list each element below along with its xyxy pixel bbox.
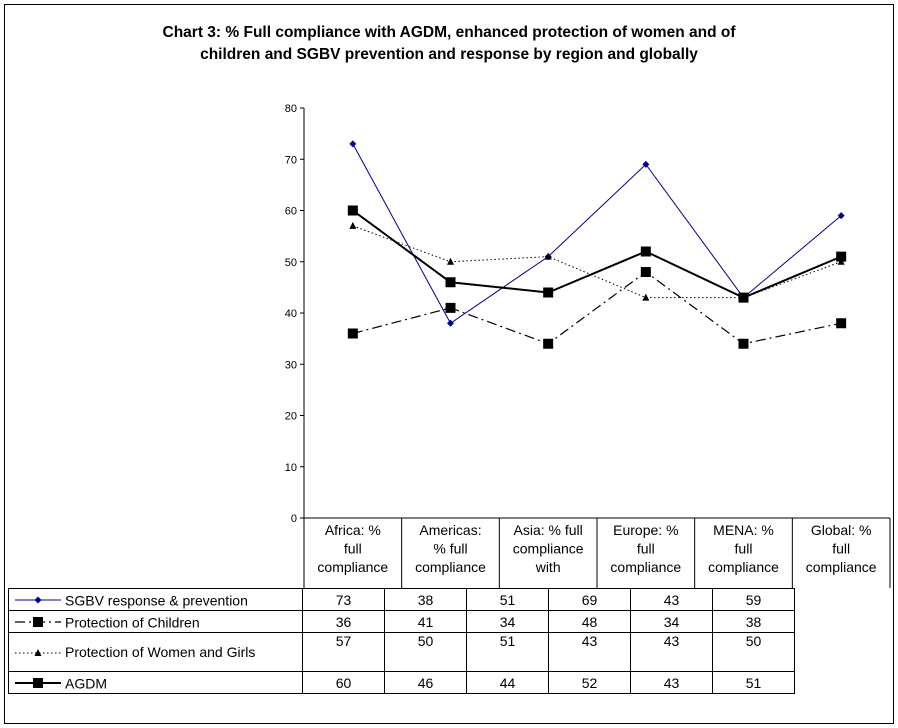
table-row: SGBV response & prevention 73 38 51 69 43 59 [8, 588, 795, 611]
data-label: 43 [548, 632, 631, 672]
data-point [447, 319, 454, 327]
data-point [544, 252, 552, 260]
data-point [445, 277, 456, 288]
x-tick-label: full [344, 541, 362, 557]
data-label: 44 [466, 671, 549, 694]
data-label: 69 [548, 588, 631, 611]
chart-title: Chart 3: % Full compliance with AGDM, en… [40, 22, 858, 66]
legend-entry: AGDM [8, 671, 303, 694]
table-row: Protection of Women and Girls 57 50 51 43 43 5… [8, 632, 795, 672]
x-tick-label: compliance [415, 559, 486, 575]
data-point [445, 302, 456, 313]
legend-entry: Protection of Women and Girls [8, 632, 303, 672]
data-point [447, 257, 454, 265]
x-tick-label: MENA: % [713, 522, 774, 538]
legend-entry: Protection of Children [8, 610, 303, 633]
y-tick-label: 40 [285, 308, 297, 320]
data-label: 51 [466, 588, 549, 611]
y-tick-label: 60 [285, 206, 297, 218]
data-label: 60 [302, 671, 385, 694]
x-tick-label: full [735, 541, 753, 557]
data-label: 50 [712, 632, 795, 672]
data-label: 36 [302, 610, 385, 633]
data-point [349, 221, 357, 229]
legend-label: Protection of Women and Girls [65, 643, 256, 660]
legend-swatch [11, 594, 65, 606]
x-tick-label: compliance [513, 541, 584, 557]
y-tick-label: 70 [285, 154, 297, 166]
data-point [837, 212, 845, 220]
table-row: Protection of Children 36 41 34 48 34 38 [8, 610, 795, 633]
x-tick-label: % full [433, 541, 467, 557]
x-tick-label: Europe: % [613, 522, 678, 538]
x-tick-label: Americas: [419, 522, 481, 538]
y-tick-label: 10 [285, 462, 297, 474]
legend-label: Protection of Children [65, 614, 200, 631]
x-tick-label: compliance [806, 559, 877, 575]
data-point [642, 293, 650, 301]
data-label: 34 [630, 610, 713, 633]
data-label: 43 [630, 588, 713, 611]
data-point [640, 246, 651, 257]
x-tick-label: compliance [317, 559, 388, 575]
chart-plot: 0 10 20 30 40 50 60 70 80 Africa: % full compliance… [285, 103, 891, 588]
data-label: 38 [712, 610, 795, 633]
chart-title-line-2: children and SGBV prevention and respons… [200, 46, 698, 63]
data-point [738, 292, 749, 303]
legend-label: AGDM [65, 675, 107, 692]
chart-title-line-1: Chart 3: % Full compliance with AGDM, en… [162, 24, 736, 41]
data-label: 46 [384, 671, 467, 694]
series-line [352, 271, 842, 345]
chart-frame [4, 4, 894, 724]
y-tick-label: 30 [285, 359, 297, 371]
x-tick-label: with [535, 559, 561, 575]
data-label: 34 [466, 610, 549, 633]
data-table: SGBV response & prevention 73 38 51 69 43 59 Pr… [8, 588, 795, 694]
data-label: 50 [384, 632, 467, 672]
y-tick-label: 0 [291, 513, 297, 525]
data-label: 43 [630, 632, 713, 672]
data-label: 59 [712, 588, 795, 611]
legend-label: SGBV response & prevention [65, 592, 248, 609]
data-label: 43 [630, 671, 713, 694]
data-label: 57 [302, 632, 385, 672]
legend-swatch [11, 616, 65, 628]
data-point [836, 318, 847, 329]
x-tick-label: full [637, 541, 655, 557]
data-label: 51 [712, 671, 795, 694]
x-tick-label: Global: % [811, 522, 872, 538]
data-point [543, 287, 554, 298]
data-label: 38 [384, 588, 467, 611]
data-point [642, 160, 650, 168]
x-tick-label: compliance [610, 559, 681, 575]
data-label: 48 [548, 610, 631, 633]
y-tick-label: 20 [285, 411, 297, 423]
legend-entry: SGBV response & prevention [8, 588, 303, 611]
data-point [349, 140, 357, 148]
legend-swatch [11, 647, 65, 659]
y-tick-label: 80 [285, 103, 297, 115]
series-line [352, 209, 842, 299]
legend-swatch [11, 677, 65, 689]
data-point [347, 205, 358, 216]
data-point [738, 338, 749, 349]
table-row: AGDM 60 46 44 52 43 51 [8, 671, 795, 694]
series-line [352, 143, 842, 324]
data-point [347, 328, 358, 339]
x-tick-label: compliance [708, 559, 779, 575]
x-tick-label: full [832, 541, 850, 557]
data-point [543, 338, 554, 349]
data-point [836, 251, 847, 262]
data-point [640, 267, 651, 277]
x-tick-label: Asia: % full [514, 522, 583, 538]
data-label: 73 [302, 588, 385, 611]
data-label: 41 [384, 610, 467, 633]
data-label: 52 [548, 671, 631, 694]
data-label: 51 [466, 632, 549, 672]
x-tick-label: Africa: % [325, 522, 381, 538]
y-tick-label: 50 [285, 257, 297, 269]
